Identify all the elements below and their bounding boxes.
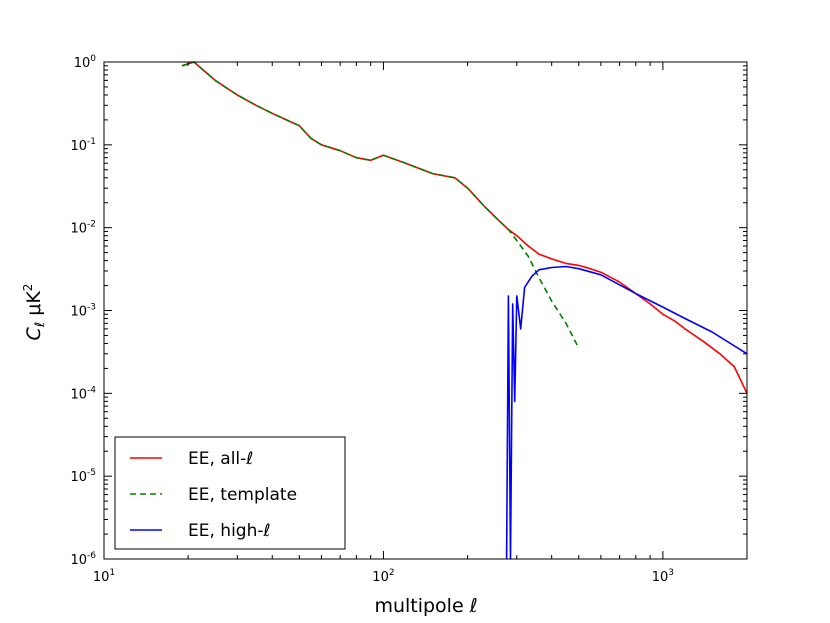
legend-label: EE, high-ℓ xyxy=(188,521,271,541)
series-line-2 xyxy=(181,61,580,349)
y-tick-label: 10-4 xyxy=(70,385,96,402)
legend-label: EE, all-ℓ xyxy=(188,449,253,469)
y-axis-label: Cℓ μK2 xyxy=(21,284,48,341)
series-layer xyxy=(181,61,748,560)
tick-layer: 101 102 103 100 10-1 10-2 10-3 10-4 10-5 10-6 xyxy=(70,54,747,585)
y-tick-label: 10-5 xyxy=(70,468,96,485)
x-tick-label: 102 xyxy=(372,568,394,585)
y-tick-label: 100 xyxy=(74,54,97,71)
x-tick-label: 101 xyxy=(93,568,115,585)
y-tick-label: 10-3 xyxy=(70,303,96,320)
y-tick-label: 10-6 xyxy=(70,551,96,568)
series-line-1 xyxy=(181,61,748,394)
x-tick-label: 103 xyxy=(652,568,674,585)
series-line-3 xyxy=(505,265,748,560)
y-tick-label: 10-2 xyxy=(70,220,96,237)
x-axis-label: multipole ℓ xyxy=(374,595,477,617)
legend-label: EE, template xyxy=(188,485,297,505)
y-tick-label: 10-1 xyxy=(70,137,96,154)
legend: EE, all-ℓ EE, template EE, high-ℓ xyxy=(114,436,346,550)
